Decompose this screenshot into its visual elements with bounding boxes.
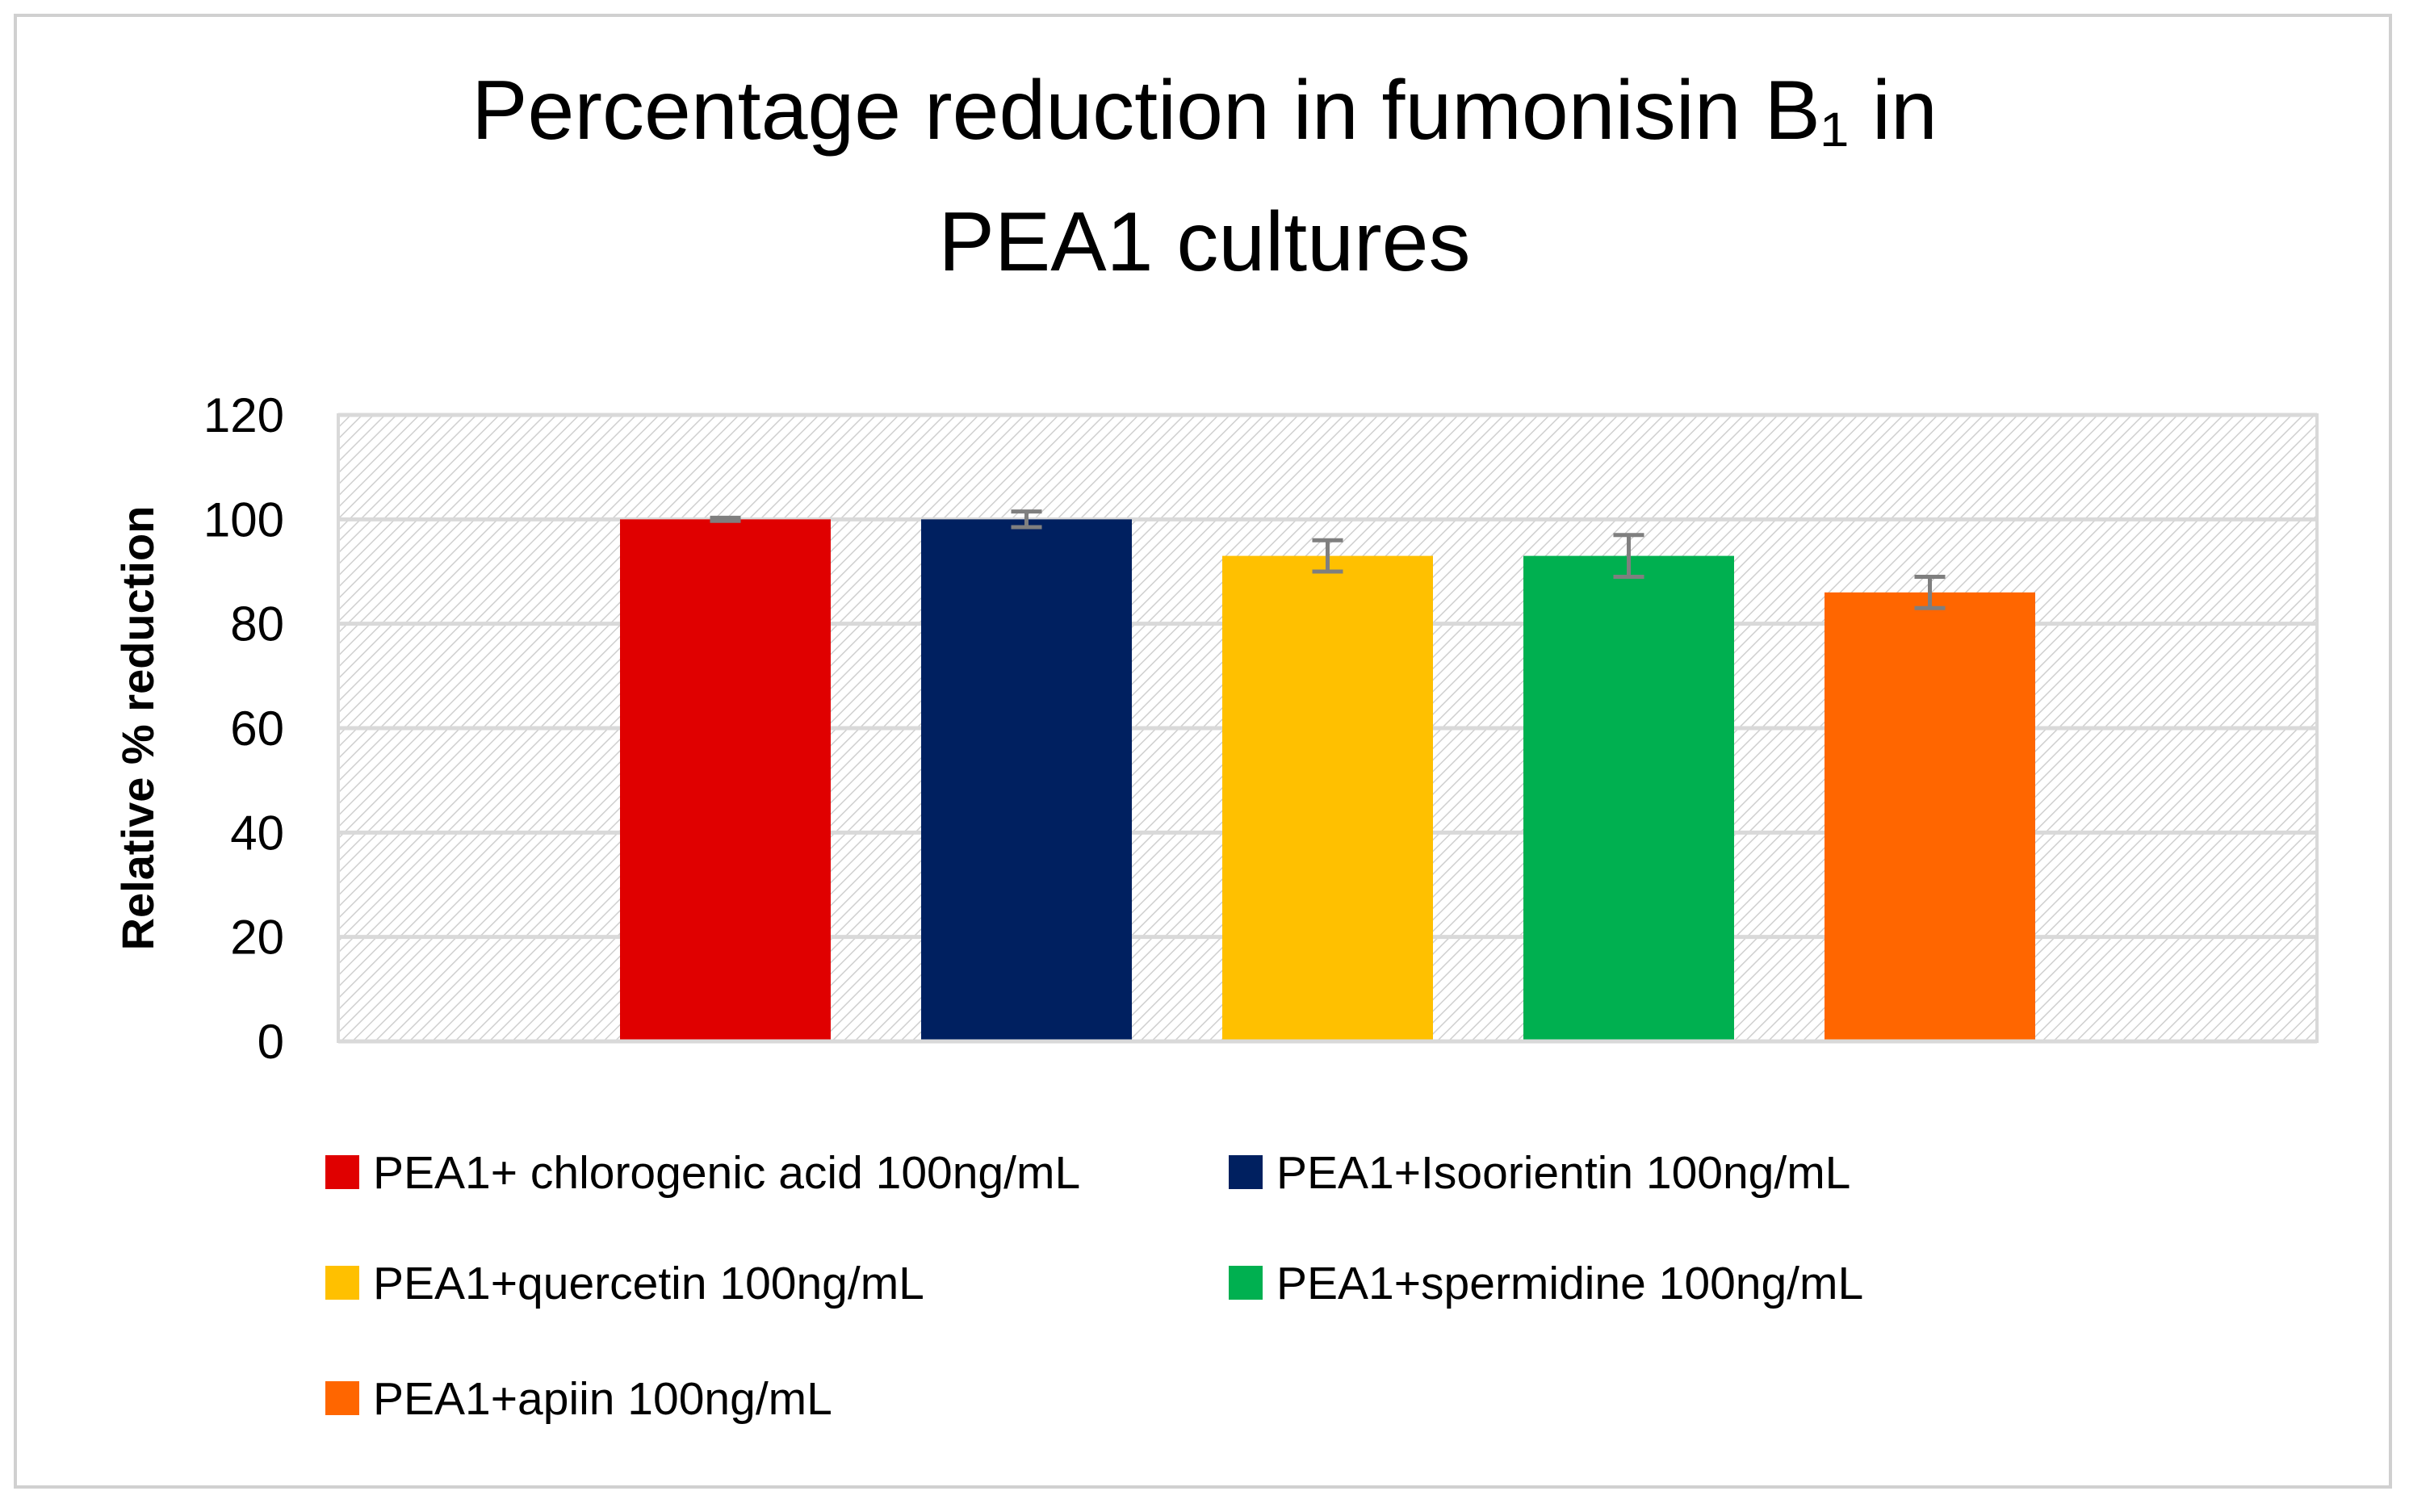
bar (1825, 592, 2035, 1041)
chart-title: Percentage reduction in fumonisin B₁ in (471, 64, 1938, 157)
y-tick-label: 60 (230, 702, 284, 756)
y-tick-label: 100 (203, 492, 284, 547)
y-tick-label: 120 (203, 388, 284, 442)
error-bar (1914, 574, 1946, 610)
error-bar (1011, 509, 1042, 530)
error-bar (1312, 538, 1343, 574)
y-tick-label: 20 (230, 911, 284, 965)
y-tick-label: 0 (258, 1015, 284, 1069)
legend-label: PEA1+spermidine 100ng/mL (1276, 1258, 1863, 1309)
legend-label: PEA1+Isoorientin 100ng/mL (1276, 1147, 1850, 1199)
error-bar (710, 515, 741, 523)
bar (1523, 555, 1734, 1041)
y-tick-label: 80 (230, 597, 284, 651)
error-bar (1613, 533, 1644, 579)
legend-label: PEA1+quercetin 100ng/mL (373, 1258, 924, 1309)
legend-swatch (1229, 1266, 1263, 1300)
bar (1222, 555, 1433, 1041)
legend-label: PEA1+ chlorogenic acid 100ng/mL (373, 1147, 1080, 1199)
bar (921, 519, 1132, 1041)
legend-swatch (325, 1381, 359, 1415)
legend-swatch (325, 1266, 359, 1300)
legend-swatch (1229, 1155, 1263, 1189)
legend-swatch (325, 1155, 359, 1189)
y-tick-label: 40 (230, 806, 284, 860)
bar (620, 519, 831, 1041)
legend-label: PEA1+apiin 100ng/mL (373, 1373, 832, 1425)
y-axis-label: Relative % reduction (112, 506, 163, 951)
chart-title: PEA1 cultures (939, 195, 1471, 289)
